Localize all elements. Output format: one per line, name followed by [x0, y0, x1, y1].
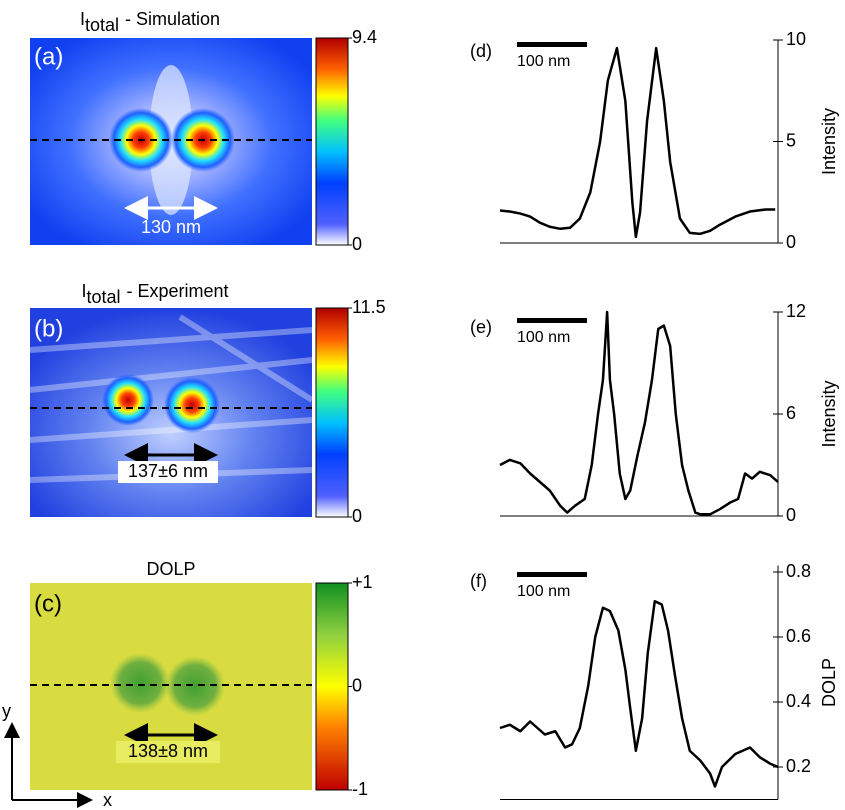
profile-curve: [499, 46, 776, 239]
panel-label: (f): [470, 571, 487, 591]
y-tick-label: 0: [786, 505, 796, 525]
scale-bar-label: 100 nm: [517, 53, 570, 70]
green-blob: [165, 656, 225, 716]
green-blob: [110, 653, 170, 713]
title-part: - Simulation: [125, 9, 220, 29]
colorbar: [315, 307, 349, 518]
title-part: I: [80, 9, 85, 29]
y-tick-label: 0.4: [786, 691, 811, 711]
colorbar: [315, 37, 349, 246]
title-subscript: total: [86, 287, 120, 307]
y-tick-label: 0.6: [786, 626, 811, 646]
colorbar-tick-label: 0: [352, 675, 362, 695]
panel-title: DOLP: [146, 559, 195, 579]
y-axis-label: Intensity: [819, 108, 839, 175]
y-tick-label: 0.2: [786, 756, 811, 776]
annotation: 137±6 nm: [128, 461, 208, 481]
scale-bar-label: 100 nm: [517, 583, 570, 600]
panel-title: Itotal - Simulation: [80, 9, 220, 35]
panel-label: (a): [34, 43, 63, 70]
y-tick-label: 6: [786, 403, 796, 423]
hotspot: [102, 374, 154, 426]
annotation: 130 nm: [141, 217, 201, 237]
colorbar-tick-label: 9.4: [352, 27, 377, 47]
scale-bar: [517, 318, 588, 323]
y-tick-label: 12: [786, 301, 806, 321]
y-tick-label: 0.8: [786, 561, 811, 581]
colorbar-tick-label: +1: [352, 572, 373, 592]
annotation-box: [116, 741, 220, 763]
scale-bar: [517, 42, 588, 47]
y-tick-label: 0: [786, 232, 796, 252]
panel-label: (b): [34, 315, 63, 342]
colorbar-tick-label: -1: [352, 779, 368, 799]
profile-curve: [499, 600, 779, 788]
panel-label: (c): [34, 590, 62, 617]
scale-bar: [517, 572, 588, 577]
y-axis-label: DOLP: [819, 658, 839, 707]
y-tick-label: 10: [786, 29, 806, 49]
profile-curve: [499, 310, 779, 516]
colorbar-tick-label: 0: [352, 234, 362, 254]
colorbar-tick-label: 0: [352, 506, 362, 526]
y-label: y: [2, 701, 11, 721]
annotation-box: [118, 461, 218, 483]
title-part: I: [81, 281, 86, 301]
hotspot: [164, 377, 220, 433]
title-part: - Experiment: [127, 281, 229, 301]
panel-title: Itotal - Experiment: [81, 281, 228, 307]
panel-label: (d): [470, 41, 492, 61]
scale-bar-label: 100 nm: [517, 329, 570, 346]
annotation: 138±8 nm: [128, 741, 208, 761]
x-label: x: [103, 790, 112, 810]
panel-label: (e): [470, 317, 492, 337]
colorbar: [315, 582, 349, 791]
y-tick-label: 5: [786, 130, 796, 150]
colorbar-tick-label: 11.5: [352, 297, 386, 317]
y-axis-label: Intensity: [819, 380, 839, 447]
title-subscript: total: [85, 15, 119, 35]
